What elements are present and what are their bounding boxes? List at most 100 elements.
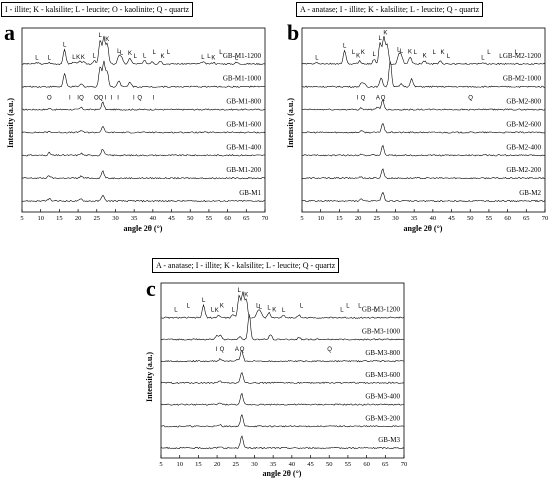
phase-label: Q <box>79 96 84 102</box>
series-line <box>21 125 266 134</box>
phase-label: K <box>220 304 224 310</box>
plot-frame <box>160 282 405 459</box>
legend-box-a: I - illite; K - kalsilite; L - leucite; … <box>1 2 194 17</box>
x-tick-label: 20 <box>214 461 221 468</box>
x-tick-label: 20 <box>355 215 362 222</box>
series-label: GB-M2-1200 <box>503 52 542 60</box>
x-tick-label: 55 <box>345 461 352 468</box>
phase-label: L <box>372 52 376 58</box>
series-label: GB-M1 <box>239 189 261 197</box>
series-label: GB-M3-1000 <box>362 327 401 335</box>
phase-label: L <box>374 308 378 314</box>
x-tick-label: 70 <box>262 215 269 222</box>
phase-label: K <box>272 308 276 314</box>
phase-label: Q <box>137 96 142 102</box>
series-line <box>301 191 546 203</box>
series-label: GB-M1-400 <box>226 143 261 151</box>
x-tick-label: 5 <box>300 215 303 222</box>
x-tick-label: 25 <box>233 461 240 468</box>
series-line <box>160 392 405 406</box>
series-label: GB-M1-1200 <box>223 52 262 60</box>
x-tick-label: 40 <box>150 215 157 222</box>
x-tick-label: 20 <box>75 215 82 222</box>
phase-label: L <box>48 56 52 62</box>
x-axis-label-b: angle 2θ (°) <box>403 224 443 233</box>
x-tick-label: 10 <box>37 215 44 222</box>
phase-label: L <box>447 54 451 60</box>
phase-label: L <box>346 304 350 310</box>
series-label: GB-M2 <box>519 189 541 197</box>
phase-label: L <box>143 54 147 60</box>
x-tick-label: 30 <box>251 461 258 468</box>
phase-label: O <box>94 96 99 102</box>
x-axis-label-a: angle 2θ (°) <box>123 224 163 233</box>
phase-label: K <box>244 293 248 299</box>
phase-label: I <box>117 96 119 102</box>
phase-label: L <box>259 305 263 311</box>
series-line <box>21 194 265 203</box>
phase-label: Q <box>327 347 332 353</box>
x-tick-label: 55 <box>486 215 493 222</box>
series-line <box>301 99 546 111</box>
phase-label: L <box>358 304 362 310</box>
phase-label: L <box>378 36 382 42</box>
x-tick-label: 50 <box>187 215 194 222</box>
x-tick-label: 70 <box>401 461 408 468</box>
phase-label: L <box>98 33 102 39</box>
phase-label: I <box>133 96 135 102</box>
x-tick-label: 10 <box>317 215 324 222</box>
series-line <box>21 149 266 157</box>
phase-label: L <box>487 50 491 56</box>
phase-label: L <box>167 50 171 56</box>
series-line <box>21 60 266 88</box>
phase-label: L <box>481 55 485 61</box>
phase-label: K <box>105 37 109 43</box>
phase-label: L <box>315 56 319 62</box>
y-axis-label-c: Intensity (a.u.) <box>145 351 154 402</box>
series-line <box>21 170 266 180</box>
x-tick-label: 30 <box>112 215 119 222</box>
x-axis-label-c: angle 2θ (°) <box>262 469 302 478</box>
x-tick-label: 5 <box>20 215 23 222</box>
phase-label: L <box>207 54 211 60</box>
legend-box-b: A - anatase; I - illite; K - kalsilite; … <box>296 2 484 17</box>
phase-label: L <box>397 48 401 54</box>
phase-label: L <box>343 44 347 50</box>
phase-label: L <box>256 304 260 310</box>
series-line <box>301 61 546 88</box>
series-label: GB-M2-400 <box>506 143 541 151</box>
x-tick-label: 15 <box>336 215 343 222</box>
x-tick-label: 25 <box>374 215 381 222</box>
phase-label: A <box>235 347 239 353</box>
phase-label: L <box>153 50 157 56</box>
phase-label: L <box>231 308 235 314</box>
phase-label: L <box>300 304 304 310</box>
x-tick-label: 45 <box>168 215 175 222</box>
phase-label: L <box>134 54 138 60</box>
phase-label: K <box>215 308 219 314</box>
x-tick-label: 40 <box>430 215 437 222</box>
series-line <box>160 291 405 319</box>
series-label: GB-M3-400 <box>365 393 400 401</box>
phase-label: L <box>267 306 271 312</box>
panel-letter-c: c <box>146 276 156 301</box>
x-tick-label: 55 <box>206 215 213 222</box>
x-tick-label: 35 <box>270 461 277 468</box>
phase-label: L <box>340 308 344 314</box>
plot-frame <box>301 27 546 213</box>
x-tick-label: 30 <box>392 215 399 222</box>
series-label: GB-M2-600 <box>506 120 541 128</box>
series-label: GB-M3-200 <box>365 414 400 422</box>
x-tick-label: 35 <box>131 215 138 222</box>
x-tick-label: 5 <box>159 461 162 468</box>
phase-label: L <box>237 288 241 294</box>
phase-label: I <box>77 96 79 102</box>
series-label: GB-M3 <box>378 436 400 444</box>
y-axis-label-b: Intensity (a.u.) <box>286 97 295 148</box>
series-label: GB-M1-1000 <box>223 75 262 83</box>
phase-label: K <box>356 54 360 60</box>
phase-label: L <box>352 50 356 56</box>
y-axis-label-a: Intensity (a.u.) <box>6 97 15 148</box>
